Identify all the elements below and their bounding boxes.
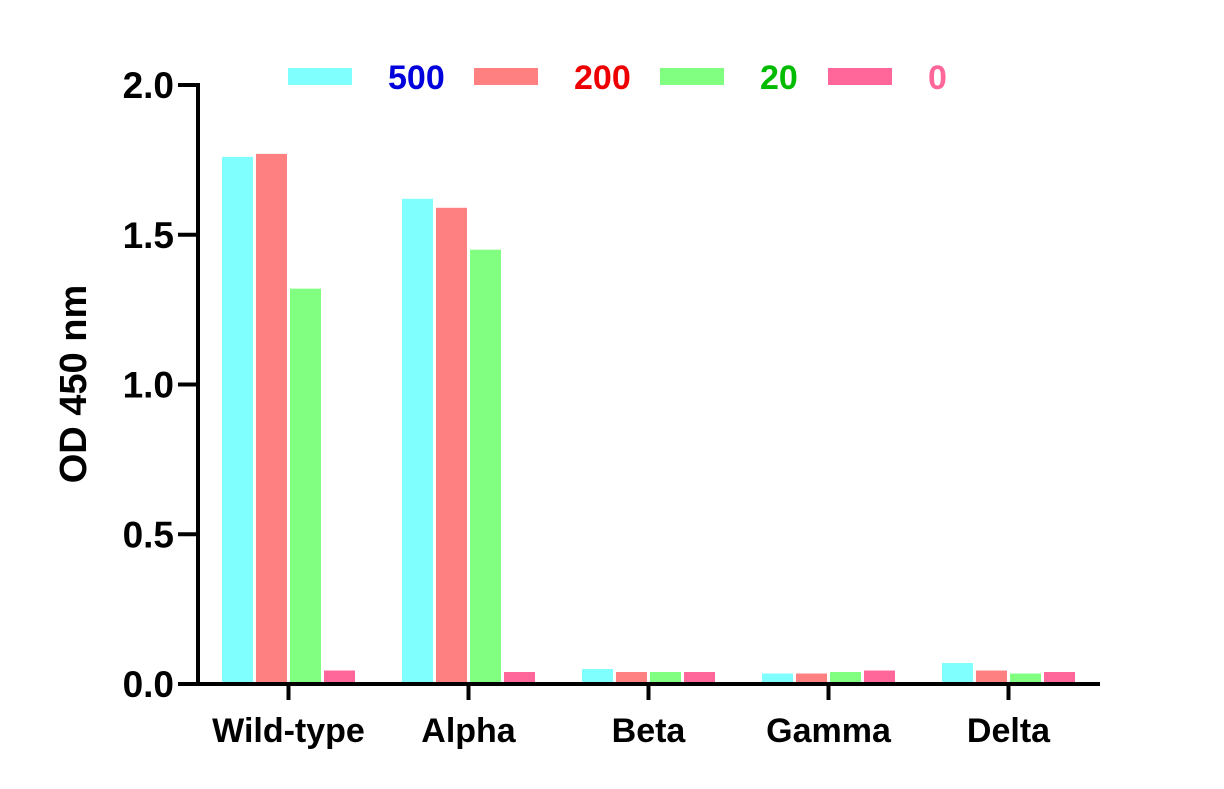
y-tick-label: 0.0 — [123, 664, 174, 705]
legend: 500 200 20 0 — [288, 59, 947, 97]
bar-0-beta — [684, 672, 715, 684]
legend-label-200: 200 — [574, 59, 631, 97]
legend-label-500: 500 — [388, 59, 445, 97]
bar-20-gamma — [830, 672, 861, 684]
legend-label-0: 0 — [928, 59, 947, 97]
bar-0-alpha — [504, 672, 535, 684]
x-tick-label: Wild-type — [212, 712, 365, 750]
bar-500-gamma — [762, 673, 793, 684]
legend-swatch-200 — [474, 68, 538, 85]
y-axis-title: OD 450 nm — [53, 285, 95, 484]
bar-20-alpha — [470, 249, 501, 684]
legend-swatch-20 — [660, 68, 724, 85]
bar-0-delta — [1044, 672, 1075, 684]
axes-group: 0.0 0.5 1.0 1.5 2.0 Wild-type Alpha Beta Gamma De… — [123, 65, 1100, 750]
legend-swatch-500 — [288, 68, 352, 85]
x-tick-label: Gamma — [766, 712, 892, 750]
bar-200-wild-type — [256, 153, 287, 684]
bar-20-delta — [1010, 673, 1041, 684]
bar-500-beta — [582, 669, 613, 684]
bar-200-alpha — [436, 207, 467, 685]
bar-0-gamma — [864, 670, 895, 684]
bar-200-beta — [616, 672, 647, 684]
bar-200-delta — [976, 670, 1007, 684]
bar-500-alpha — [402, 198, 433, 684]
x-tick-label: Delta — [967, 712, 1051, 750]
y-tick-label: 2.0 — [123, 65, 174, 106]
bar-0-wild-type — [324, 670, 355, 684]
bar-20-wild-type — [290, 288, 321, 684]
x-tick-label: Alpha — [421, 712, 517, 750]
y-tick-label: 1.0 — [123, 365, 174, 406]
legend-label-20: 20 — [760, 59, 798, 97]
bar-500-wild-type — [222, 156, 253, 684]
x-tick-label: Beta — [612, 712, 687, 750]
y-tick-label: 0.5 — [123, 514, 174, 555]
bar-200-gamma — [796, 673, 827, 684]
legend-swatch-0 — [828, 68, 892, 85]
bar-500-delta — [942, 663, 973, 684]
bars-group — [222, 153, 1075, 685]
y-tick-label: 1.5 — [123, 215, 174, 256]
bar-20-beta — [650, 672, 681, 684]
